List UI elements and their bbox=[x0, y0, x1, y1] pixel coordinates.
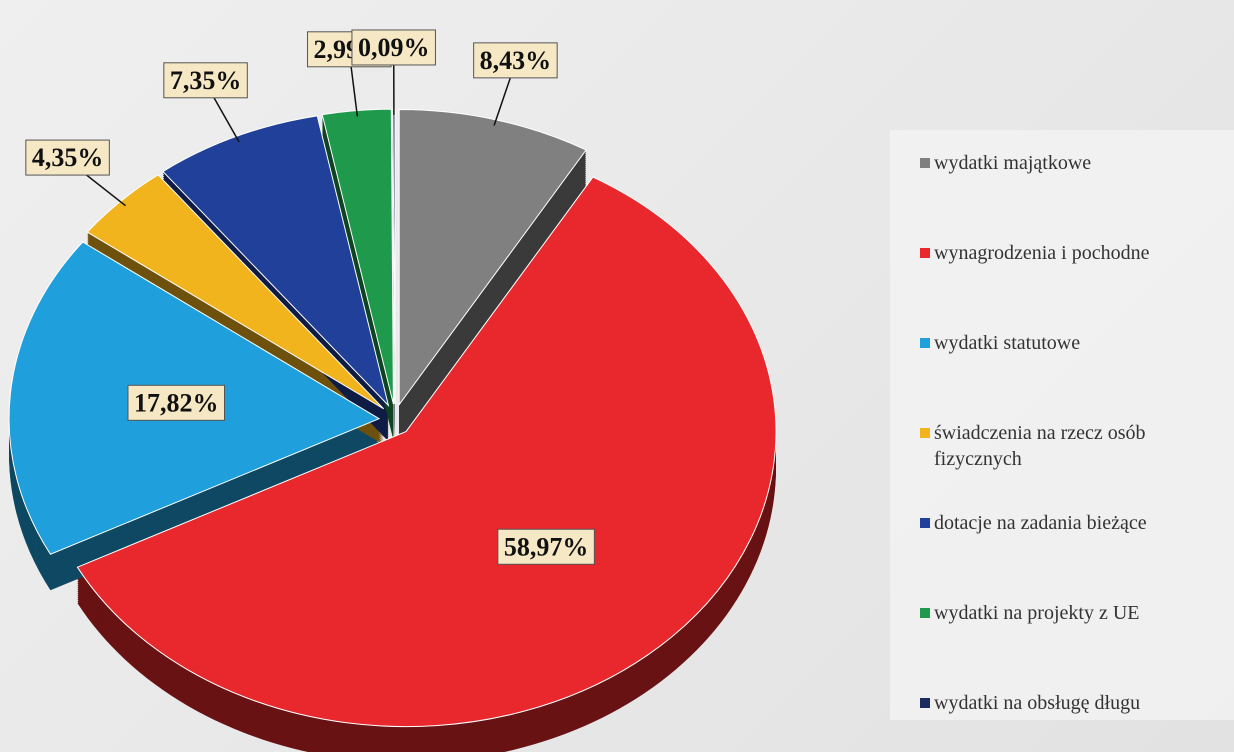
data-label-box bbox=[473, 42, 558, 79]
legend-item: wydatki majątkowe bbox=[920, 150, 1234, 176]
legend-label: wydatki na projekty z UE bbox=[934, 602, 1140, 624]
legend-swatch bbox=[920, 518, 930, 528]
legend-swatch bbox=[920, 158, 930, 168]
legend-label: wydatki na obsługę długu bbox=[934, 692, 1141, 714]
data-label: 8,43% bbox=[480, 46, 552, 75]
legend-item: wynagrodzenia i pochodne bbox=[920, 240, 1234, 266]
legend-swatch bbox=[920, 698, 930, 708]
data-label: 58,97% bbox=[504, 532, 589, 561]
data-label: 17,82% bbox=[134, 388, 219, 417]
slice bbox=[76, 176, 777, 728]
legend-label: dotacje na zadania bieżące bbox=[934, 512, 1147, 534]
legend-label: świadczenia na rzecz osób fizycznych bbox=[934, 422, 1146, 470]
legend-item: świadczenia na rzecz osób fizycznych bbox=[920, 420, 1234, 472]
legend-item: wydatki na obsługę długu bbox=[920, 690, 1234, 716]
legend-label: wydatki statutowe bbox=[934, 332, 1081, 354]
legend-item: wydatki na projekty z UE bbox=[920, 600, 1234, 626]
legend-label: wydatki majątkowe bbox=[934, 152, 1092, 174]
legend-item: dotacje na zadania bieżące bbox=[920, 510, 1234, 536]
data-label: 7,35% bbox=[170, 66, 242, 95]
data-label-box bbox=[497, 528, 595, 565]
legend: wydatki majątkowe wynagrodzenia i pochodn… bbox=[890, 130, 1234, 720]
legend-swatch bbox=[920, 248, 930, 258]
legend-swatch bbox=[920, 428, 930, 438]
legend-label: wynagrodzenia i pochodne bbox=[934, 242, 1150, 264]
data-label-box bbox=[163, 62, 248, 99]
legend-swatch bbox=[920, 338, 930, 348]
data-label: 0,09% bbox=[358, 33, 430, 62]
data-label: 4,35% bbox=[32, 143, 104, 172]
data-label-box bbox=[351, 29, 436, 66]
legend-item: wydatki statutowe bbox=[920, 330, 1234, 356]
data-label-box bbox=[25, 139, 110, 176]
legend-swatch bbox=[920, 608, 930, 618]
data-label-box bbox=[127, 384, 225, 421]
